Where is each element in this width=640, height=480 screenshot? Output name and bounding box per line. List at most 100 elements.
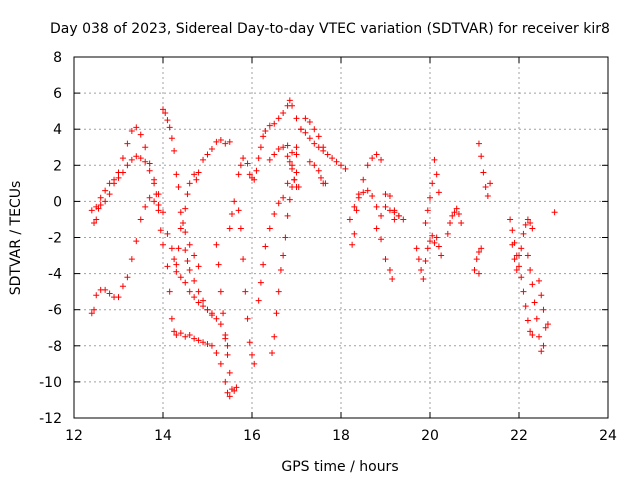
data-point bbox=[160, 209, 166, 216]
data-point bbox=[364, 162, 371, 169]
data-point bbox=[142, 144, 149, 151]
data-point bbox=[315, 167, 322, 174]
data-point bbox=[311, 126, 318, 133]
data-point bbox=[200, 297, 207, 304]
data-point bbox=[520, 288, 527, 295]
series-track-v bbox=[475, 140, 494, 199]
data-point bbox=[180, 220, 187, 227]
data-point bbox=[351, 230, 358, 237]
data-point bbox=[284, 153, 291, 160]
data-point bbox=[413, 245, 420, 252]
data-point bbox=[242, 288, 249, 295]
data-point bbox=[186, 288, 193, 295]
data-point bbox=[482, 183, 489, 190]
series-track-y bbox=[524, 252, 551, 355]
data-point bbox=[286, 158, 293, 165]
data-point bbox=[244, 315, 251, 322]
data-point bbox=[251, 176, 258, 183]
data-point bbox=[255, 155, 262, 162]
data-point bbox=[217, 321, 224, 328]
data-point bbox=[155, 202, 162, 209]
data-point bbox=[524, 317, 531, 324]
data-point bbox=[286, 196, 293, 203]
data-point bbox=[475, 270, 482, 277]
x-tick-label: 12 bbox=[65, 428, 83, 444]
data-point bbox=[260, 261, 267, 268]
series-track-i bbox=[235, 97, 349, 183]
data-point bbox=[275, 288, 282, 295]
data-point bbox=[451, 209, 458, 216]
data-point bbox=[246, 339, 253, 346]
data-point bbox=[317, 174, 324, 181]
data-point bbox=[275, 146, 282, 153]
data-point bbox=[544, 321, 551, 328]
data-point bbox=[271, 151, 278, 158]
data-point bbox=[424, 245, 431, 252]
data-point bbox=[453, 205, 460, 212]
data-point bbox=[222, 140, 229, 147]
data-point bbox=[284, 212, 291, 219]
data-point bbox=[536, 277, 543, 284]
data-points bbox=[88, 97, 558, 400]
data-point bbox=[538, 348, 545, 355]
data-point bbox=[97, 202, 104, 209]
data-point bbox=[217, 137, 224, 144]
data-point bbox=[102, 187, 109, 194]
data-point bbox=[224, 351, 231, 358]
series-track-p bbox=[349, 187, 407, 248]
y-tick-label: -10 bbox=[39, 375, 62, 391]
data-point bbox=[306, 118, 313, 125]
data-point bbox=[277, 266, 284, 273]
data-point bbox=[311, 162, 318, 169]
data-point bbox=[208, 342, 215, 349]
data-point bbox=[529, 281, 536, 288]
data-point bbox=[262, 128, 269, 135]
data-point bbox=[151, 176, 158, 183]
data-point bbox=[124, 140, 131, 147]
data-point bbox=[262, 243, 269, 250]
data-point bbox=[146, 160, 153, 167]
series-track-u bbox=[471, 245, 485, 273]
data-point bbox=[473, 256, 480, 263]
data-point bbox=[146, 167, 153, 174]
series-track-m bbox=[284, 153, 302, 190]
data-point bbox=[168, 135, 175, 142]
data-point bbox=[119, 155, 126, 162]
data-point bbox=[191, 294, 198, 301]
data-point bbox=[186, 266, 193, 273]
series-track-j bbox=[255, 115, 327, 304]
x-tick-label: 18 bbox=[332, 428, 350, 444]
data-point bbox=[284, 142, 291, 149]
data-point bbox=[271, 333, 278, 340]
data-point bbox=[171, 147, 178, 154]
data-point bbox=[302, 129, 309, 136]
data-point bbox=[137, 155, 144, 162]
data-point bbox=[275, 200, 282, 207]
data-point bbox=[184, 191, 191, 198]
data-point bbox=[455, 211, 462, 218]
data-point bbox=[427, 194, 433, 201]
data-point bbox=[438, 252, 445, 259]
x-axis-label: GPS time / hours bbox=[281, 459, 398, 475]
data-point bbox=[91, 220, 98, 227]
data-point bbox=[106, 290, 113, 297]
data-point bbox=[329, 155, 336, 162]
data-point bbox=[275, 115, 282, 122]
data-point bbox=[520, 230, 527, 237]
data-point bbox=[349, 241, 356, 248]
y-tick-label: -8 bbox=[48, 339, 62, 355]
grid-lines bbox=[74, 57, 608, 418]
data-point bbox=[231, 198, 238, 205]
data-point bbox=[164, 117, 171, 124]
data-point bbox=[168, 315, 175, 322]
data-point bbox=[487, 180, 494, 187]
data-point bbox=[475, 140, 482, 147]
series-track-e bbox=[173, 137, 233, 268]
y-tick-label: 4 bbox=[53, 122, 62, 138]
data-point bbox=[536, 333, 543, 340]
data-point bbox=[142, 203, 149, 210]
data-point bbox=[166, 124, 173, 131]
series-track-t bbox=[444, 205, 465, 237]
data-point bbox=[195, 337, 202, 344]
data-point bbox=[518, 245, 525, 252]
